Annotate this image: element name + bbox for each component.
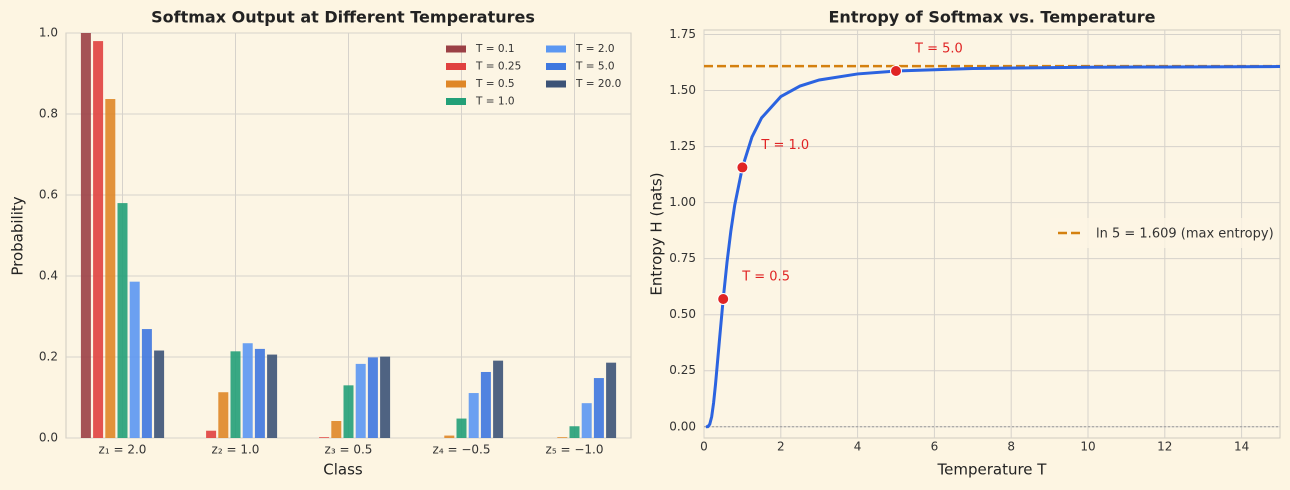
bar: [480, 371, 491, 438]
legend-label: T = 0.5: [475, 78, 515, 90]
bar: [117, 203, 128, 438]
y-tick-label: 1.00: [669, 195, 696, 209]
y-tick-label: 0.50: [669, 307, 696, 321]
legend-label: T = 5.0: [575, 61, 615, 73]
x-tick-label: 2: [777, 440, 785, 454]
chart-title: Softmax Output at Different Temperatures: [151, 8, 535, 27]
x-axis-label: Class: [323, 461, 363, 479]
highlight-point: [736, 161, 749, 174]
legend-swatch: [446, 63, 466, 70]
x-tick-label: z₁ = 2.0: [99, 443, 147, 457]
legend-label: T = 0.1: [475, 43, 515, 55]
point-annotation: T = 0.5: [741, 270, 790, 285]
bar: [218, 392, 229, 438]
x-tick-label: 8: [1007, 440, 1015, 454]
bar: [581, 403, 592, 438]
point-annotation: T = 5.0: [914, 42, 963, 57]
y-tick-label: 1.25: [669, 139, 696, 153]
y-tick-label: 1.0: [39, 26, 58, 40]
y-tick-label: 1.50: [669, 83, 696, 97]
bar: [606, 362, 617, 438]
x-axis-label: Temperature T: [937, 461, 1048, 479]
y-tick-label: 0.00: [669, 419, 696, 433]
legend-swatch: [446, 80, 466, 88]
bar: [230, 351, 241, 438]
x-tick-label: 4: [854, 440, 862, 454]
x-tick-label: 6: [931, 440, 939, 454]
bar: [105, 99, 116, 438]
chart-title: Entropy of Softmax vs. Temperature: [829, 8, 1156, 27]
legend-label: T = 1.0: [475, 96, 515, 108]
bar: [593, 378, 604, 438]
bar: [331, 420, 342, 438]
bar: [380, 356, 391, 438]
bar: [129, 281, 140, 438]
bar: [267, 354, 278, 438]
x-tick-label: 14: [1234, 440, 1249, 454]
bar: [493, 360, 504, 438]
y-tick-label: 0.2: [39, 350, 58, 364]
bar: [154, 350, 165, 438]
legend-label: T = 0.25: [475, 61, 521, 73]
y-tick-label: 0.8: [39, 107, 58, 121]
bar: [343, 385, 354, 438]
x-tick-label: 10: [1080, 440, 1095, 454]
legend-label: ln 5 = 1.609 (max entropy): [1096, 227, 1274, 242]
y-tick-label: 0.75: [669, 251, 696, 265]
bar: [80, 33, 91, 438]
y-tick-label: 0.4: [39, 269, 58, 283]
y-tick-label: 0.6: [39, 188, 58, 202]
bar: [367, 357, 378, 438]
bar: [141, 329, 152, 438]
bar: [456, 418, 467, 438]
y-axis-label: Entropy H (nats): [648, 172, 666, 295]
bar: [557, 437, 568, 438]
y-tick-label: 0.0: [39, 431, 58, 445]
bar: [444, 435, 455, 438]
highlight-point: [890, 65, 902, 78]
highlight-point: [717, 293, 730, 306]
bar: [93, 41, 104, 438]
bar: [242, 343, 253, 438]
bar: [355, 363, 366, 438]
x-tick-label: z₅ = −1.0: [546, 443, 604, 457]
legend-swatch: [546, 80, 566, 88]
x-tick-label: z₃ = 0.5: [325, 443, 373, 457]
legend-swatch: [446, 45, 466, 53]
legend-box: [1050, 218, 1272, 248]
y-tick-label: 0.25: [669, 363, 696, 377]
bar: [254, 348, 265, 438]
legend-swatch: [446, 98, 466, 105]
bar: [319, 437, 330, 438]
legend-label: T = 20.0: [575, 78, 621, 90]
y-axis-label: Probability: [9, 196, 27, 275]
x-tick-label: 0: [700, 440, 708, 454]
bar: [206, 430, 217, 438]
point-annotation: T = 1.0: [760, 138, 809, 153]
legend-swatch: [546, 63, 566, 70]
y-tick-label: 1.75: [669, 27, 696, 41]
bar: [569, 426, 580, 438]
bar: [468, 393, 479, 438]
x-tick-label: z₄ = −0.5: [433, 443, 491, 457]
legend-label: T = 2.0: [575, 43, 615, 55]
legend-swatch: [546, 45, 566, 53]
x-tick-label: z₂ = 1.0: [212, 443, 260, 457]
x-tick-label: 12: [1157, 440, 1172, 454]
